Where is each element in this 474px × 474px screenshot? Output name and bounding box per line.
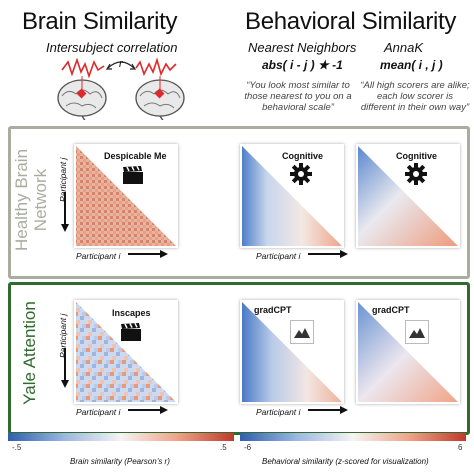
behavior-matrix-hbn-annak [356, 144, 460, 248]
behavior-condition-label-hbn-annak: Cognitive [396, 151, 438, 161]
brain-colorbar [8, 433, 234, 441]
section-label-yale-attention: Yale Attention [20, 301, 39, 405]
mountain-icon [405, 320, 429, 344]
model-name-nearest-neighbors: Nearest Neighbors [248, 40, 357, 55]
section-healthy-brain-network [8, 126, 470, 279]
axis-label-participant-i-hbn: Participant i [76, 251, 121, 261]
arrow-right-icon [308, 406, 348, 414]
section-label-healthy-brain-network: Healthy Brain Network [12, 148, 50, 252]
brain-isc-illustration [57, 57, 185, 120]
brain-icon [135, 79, 185, 120]
mountain-icon [290, 320, 314, 344]
behavior-colorbar-min: -6 [244, 443, 252, 452]
model-formula-annak: mean( i , j ) [380, 58, 443, 72]
clapperboard-icon [121, 322, 141, 341]
brain-matrix-yale-heatmap [76, 302, 176, 402]
brain-condition-label-hbn: Despicable Me [104, 151, 167, 161]
timecourse-right [135, 57, 177, 77]
behavior-condition-label-yale-annak: gradCPT [372, 305, 410, 315]
behavior-colorbar-label: Behavioral similarity (z-scored for visu… [262, 457, 429, 466]
gear-icon [290, 163, 312, 185]
section-yale-attention [8, 282, 470, 435]
behavior-colorbar-max: 6 [458, 443, 463, 452]
brain-colorbar-min: -.5 [12, 443, 22, 452]
behavior-matrix-hbn-annak-heatmap [358, 146, 458, 246]
arrow-down-icon [61, 348, 69, 388]
arrow-right-icon [128, 406, 168, 414]
brain-matrix-hbn-heatmap [76, 146, 176, 246]
axis-label-participant-i-yale: Participant i [76, 407, 121, 417]
behavior-matrix-hbn-nn-heatmap [242, 146, 342, 246]
timecourse-left [61, 57, 105, 79]
model-formula-nearest-neighbors: abs( i - j ) ★ -1 [262, 58, 343, 72]
model-name-annak: AnnaK [384, 40, 424, 55]
brain-colorbar-label: Brain similarity (Pearson’s r) [70, 457, 170, 466]
behavior-matrix-yale-annak-heatmap [358, 302, 458, 402]
behavior-colorbar [240, 433, 466, 441]
brain-matrix-hbn [74, 144, 178, 248]
correlation-r-label: r [119, 58, 123, 70]
brain-colorbar-max: .5 [220, 443, 227, 452]
behavioral-similarity-title: Behavioral Similarity [245, 8, 457, 35]
behavior-matrix-yale-nn-heatmap [242, 302, 342, 402]
arrow-right-icon [128, 250, 168, 258]
gear-icon [405, 163, 427, 185]
brain-matrix-yale [74, 300, 178, 404]
brain-similarity-title: Brain Similarity [22, 8, 178, 35]
behavior-matrix-hbn-nn [240, 144, 344, 248]
brain-similarity-subtitle: Intersubject correlation [46, 40, 178, 55]
behavior-condition-label-hbn-nn: Cognitive [282, 151, 324, 161]
behavior-matrix-yale-annak [356, 300, 460, 404]
clapperboard-icon [123, 165, 143, 184]
behavior-condition-label-yale-nn: gradCPT [254, 305, 292, 315]
brain-condition-label-yale: Inscapes [112, 308, 151, 318]
axis-label-participant-i-hbn-behavior: Participant i [256, 251, 301, 261]
arrow-down-icon [61, 192, 69, 232]
model-quote-annak: “All high scorers are alike; each low sc… [360, 80, 470, 113]
arrow-right-icon [308, 250, 348, 258]
model-quote-nearest-neighbors: “You look most similar to those nearest … [244, 80, 352, 113]
behavior-matrix-yale-nn [240, 300, 344, 404]
axis-label-participant-i-yale-behavior: Participant i [256, 407, 301, 417]
